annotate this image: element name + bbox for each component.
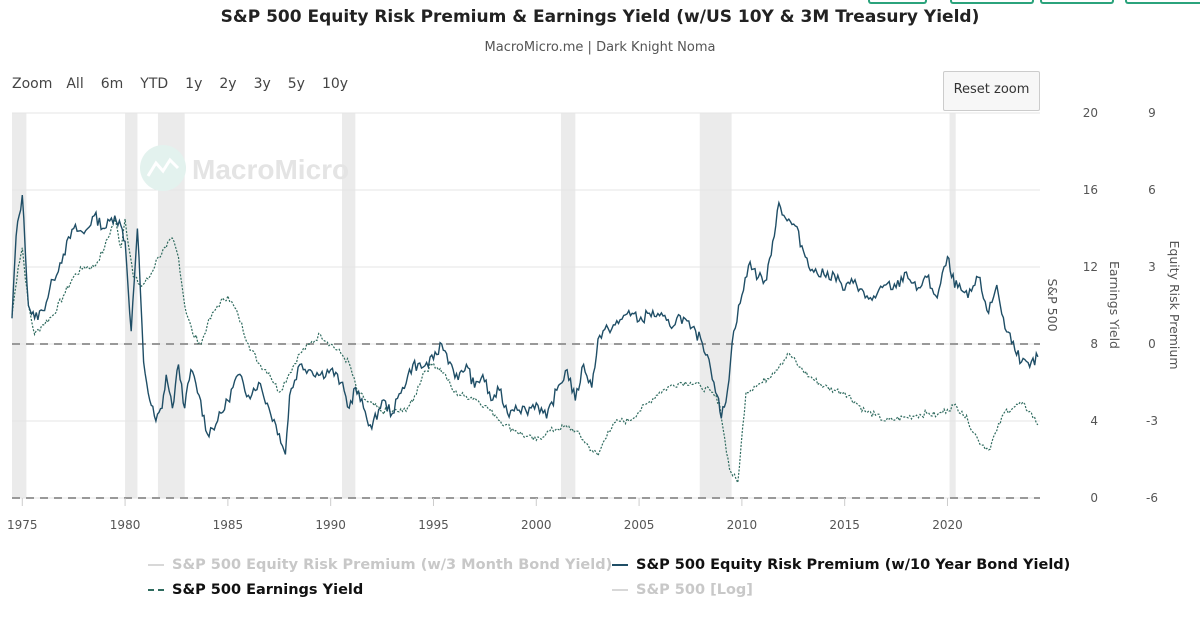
earnings-yield-tick-label: 20 [1083, 106, 1098, 120]
earnings-yield-tick-label: 12 [1083, 260, 1098, 274]
recession-band [125, 113, 138, 498]
x-tick-label: 1990 [315, 518, 346, 532]
earnings-yield-tick-label: 4 [1090, 414, 1098, 428]
axis-titles: S&P 500 Earnings Yield Equity Risk Premi… [1045, 240, 1182, 369]
x-tick-label: 1985 [213, 518, 244, 532]
top-tab[interactable] [950, 0, 1034, 4]
erp-axis-title: Equity Risk Premium [1167, 240, 1182, 369]
y-axis-ticks: 0 4 8 12 16 20 -6 -3 0 3 6 9 [1083, 106, 1158, 505]
legend-swatch [148, 564, 164, 566]
earnings-yield-tick-label: 16 [1083, 183, 1098, 197]
erp-tick-label: 6 [1148, 183, 1156, 197]
recession-band [12, 113, 27, 498]
x-axis-ticks: 1975 1980 1985 1990 1995 2000 2005 2010 2015 2020 [7, 498, 963, 532]
x-tick-label: 2015 [829, 518, 860, 532]
zoom-10y-button[interactable]: 10y [321, 76, 349, 92]
erp-tick-label: -3 [1146, 414, 1158, 428]
x-tick-label: 2005 [624, 518, 655, 532]
zoom-label: Zoom [12, 76, 53, 92]
earnings-yield-tick-label: 0 [1090, 491, 1098, 505]
x-tick-label: 1980 [110, 518, 141, 532]
x-tick-label: 1995 [418, 518, 449, 532]
legend-item-earnings-yield[interactable]: S&P 500 Earnings Yield [148, 582, 363, 598]
erp-10y-line[interactable] [11, 195, 1039, 455]
legend-label: S&P 500 Earnings Yield [172, 582, 364, 598]
erp-tick-label: -6 [1146, 491, 1158, 505]
legend-item-erp-3m[interactable]: S&P 500 Equity Risk Premium (w/3 Month B… [148, 557, 612, 573]
x-tick-label: 1975 [7, 518, 38, 532]
zoom-all-button[interactable]: All [66, 76, 84, 92]
x-tick-label: 2000 [521, 518, 552, 532]
legend-swatch [612, 564, 628, 566]
recession-band [699, 113, 732, 498]
chart-subtitle: MacroMicro.me | Dark Knight Noma [484, 40, 716, 55]
earnings-yield-line[interactable] [11, 216, 1039, 485]
zoom-5y-button[interactable]: 5y [287, 76, 305, 92]
legend-item-sp500-log[interactable]: S&P 500 [Log] [612, 582, 753, 598]
top-tab[interactable] [1125, 0, 1200, 4]
zoom-bar: Zoom All 6m YTD 1y 2y 3y 5y 10y [12, 76, 365, 92]
watermark-logo: MacroMicro [140, 145, 349, 191]
zoom-ytd-button[interactable]: YTD [140, 76, 169, 92]
top-tab[interactable] [868, 0, 927, 4]
erp-tick-label: 3 [1148, 260, 1156, 274]
chart-title: S&P 500 Equity Risk Premium & Earnings Y… [220, 7, 980, 27]
reset-zoom-button[interactable]: Reset zoom [943, 71, 1040, 111]
earnings-yield-axis-title: Earnings Yield [1107, 261, 1122, 349]
zoom-3y-button[interactable]: 3y [253, 76, 271, 92]
zoom-6m-button[interactable]: 6m [100, 76, 124, 92]
watermark-icon [140, 145, 186, 191]
sp500-axis-title: S&P 500 [1045, 278, 1060, 331]
x-tick-label: 2020 [932, 518, 963, 532]
zoom-2y-button[interactable]: 2y [219, 76, 237, 92]
recession-band [949, 113, 956, 498]
series-lines [11, 195, 1039, 485]
x-tick-label: 2010 [727, 518, 758, 532]
legend-label: S&P 500 Equity Risk Premium (w/3 Month B… [172, 557, 613, 573]
erp-tick-label: 9 [1148, 106, 1156, 120]
zoom-1y-button[interactable]: 1y [185, 76, 203, 92]
legend-label: S&P 500 [Log] [636, 582, 753, 598]
dashed-reference-lines [12, 343, 1040, 499]
watermark-icon-mark [146, 157, 180, 177]
top-tab[interactable] [1040, 0, 1114, 4]
earnings-yield-tick-label: 8 [1090, 337, 1098, 351]
legend-item-erp-10y[interactable]: S&P 500 Equity Risk Premium (w/10 Year B… [612, 557, 1070, 573]
watermark-text: MacroMicro [192, 154, 349, 185]
legend-label: S&P 500 Equity Risk Premium (w/10 Year B… [636, 557, 1071, 573]
recession-band [560, 113, 576, 498]
legend-swatch [612, 589, 628, 591]
erp-tick-label: 0 [1148, 337, 1156, 351]
legend-swatch [148, 589, 164, 591]
